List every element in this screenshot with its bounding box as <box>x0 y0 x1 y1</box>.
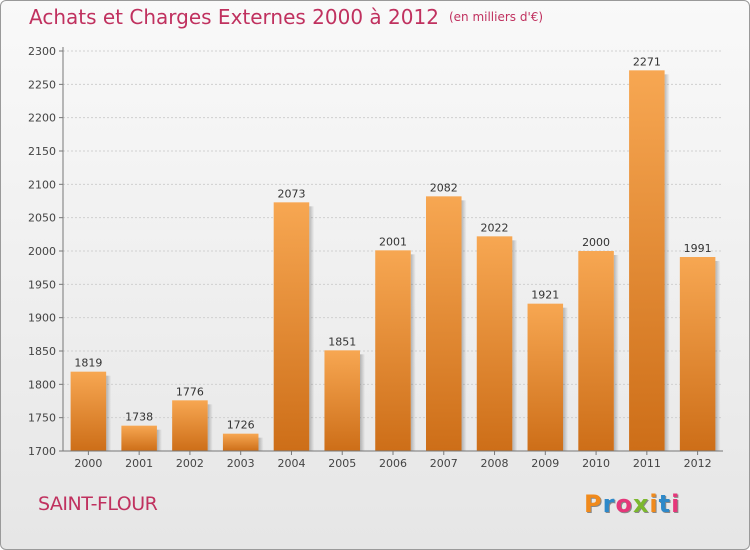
x-tick-label: 2012 <box>684 457 712 470</box>
y-tick-label: 2250 <box>28 78 56 91</box>
bar <box>629 70 665 451</box>
x-tick-label: 2002 <box>176 457 204 470</box>
y-tick-label: 1950 <box>28 278 56 291</box>
bar <box>375 250 411 451</box>
data-label: 1921 <box>531 289 559 302</box>
y-tick-label: 1900 <box>28 312 56 325</box>
y-tick-label: 2150 <box>28 145 56 158</box>
logo-letter: x <box>632 490 650 518</box>
x-tick-label: 2006 <box>379 457 407 470</box>
bar-shadow <box>461 200 467 451</box>
bar-shadow <box>106 375 112 451</box>
chart-title: Achats et Charges Externes 2000 à 2012 (e… <box>29 5 543 29</box>
data-label: 1991 <box>684 242 712 255</box>
bar-shadow <box>613 255 619 451</box>
x-tick-label: 2003 <box>227 457 255 470</box>
y-tick-label: 1850 <box>28 345 56 358</box>
data-label: 2000 <box>582 236 610 249</box>
logo-letter: i <box>649 490 659 518</box>
bar-shadow <box>207 404 213 451</box>
y-tick-label: 2050 <box>28 212 56 225</box>
bar-shadow <box>410 254 416 451</box>
y-tick-label: 2200 <box>28 112 56 125</box>
data-label: 2073 <box>277 187 305 200</box>
bar <box>324 350 360 451</box>
bar <box>426 196 462 451</box>
x-tick-label: 2005 <box>328 457 356 470</box>
bar <box>527 303 564 451</box>
bar <box>70 371 107 451</box>
chart-title-unit: (en milliers d'€) <box>448 10 544 24</box>
data-label: 1738 <box>125 411 153 424</box>
data-label: 2001 <box>379 235 407 248</box>
bar <box>172 400 208 451</box>
logo-letter: t <box>658 490 672 518</box>
bar <box>578 251 614 451</box>
x-tick-label: 2008 <box>481 457 509 470</box>
logo-letter: o <box>615 490 633 518</box>
bar <box>121 425 157 451</box>
bar-shadow <box>156 429 162 451</box>
x-tick-label: 2001 <box>125 457 153 470</box>
data-label: 2022 <box>481 221 509 234</box>
x-tick-label: 2000 <box>74 457 102 470</box>
data-label: 1776 <box>176 385 204 398</box>
logo-letter: r <box>602 490 616 518</box>
data-label: 2082 <box>430 181 458 194</box>
bar-shadow <box>664 74 670 451</box>
y-tick-label: 1800 <box>28 378 56 391</box>
x-tick-label: 2007 <box>430 457 458 470</box>
chart-title-main: Achats et Charges Externes 2000 à 2012 <box>29 5 439 29</box>
bar-shadow <box>309 206 315 451</box>
bar <box>222 433 259 451</box>
bar-shadow <box>258 437 264 451</box>
y-tick-label: 2000 <box>28 245 56 258</box>
x-tick-label: 2004 <box>277 457 305 470</box>
y-tick-label: 1750 <box>28 412 56 425</box>
commune-name: SAINT-FLOUR <box>38 493 158 515</box>
data-label: 1819 <box>74 357 102 370</box>
x-tick-label: 2011 <box>633 457 661 470</box>
x-tick-label: 2010 <box>582 457 610 470</box>
logo-letter: i <box>671 490 681 518</box>
bar <box>476 236 513 451</box>
bar-shadow <box>512 240 518 451</box>
data-label: 1726 <box>227 419 255 432</box>
y-tick-label: 2100 <box>28 178 56 191</box>
data-label: 2271 <box>633 55 661 68</box>
bar-shadow <box>360 354 365 451</box>
bar-shadow <box>563 307 569 451</box>
proxiti-logo: Proxiti <box>584 490 680 518</box>
y-tick-label: 2300 <box>28 45 56 58</box>
bar-shadow <box>715 261 721 451</box>
bar <box>679 257 716 451</box>
data-label: 1851 <box>328 335 356 348</box>
bar <box>273 202 310 451</box>
y-tick-label: 1700 <box>28 445 56 458</box>
x-tick-label: 2009 <box>531 457 559 470</box>
logo-letter: P <box>584 490 603 518</box>
